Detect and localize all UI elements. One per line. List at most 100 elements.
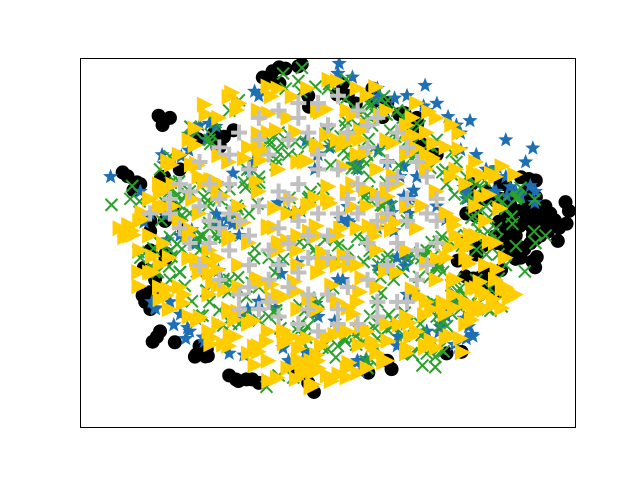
data-point-x xyxy=(415,358,430,373)
data-point-triangle xyxy=(481,233,498,250)
data-point-circle xyxy=(149,329,164,344)
data-point-plus xyxy=(389,235,406,251)
data-point-x xyxy=(125,179,139,193)
data-point-plus xyxy=(310,95,327,112)
data-point-plus xyxy=(201,212,218,229)
data-point-x xyxy=(511,190,526,204)
data-point-triangle xyxy=(171,146,188,163)
data-point-x xyxy=(295,61,309,75)
data-point-plus xyxy=(161,205,178,222)
data-point-star xyxy=(518,154,534,169)
data-point-triangle xyxy=(288,370,305,387)
data-point-plus xyxy=(240,257,257,274)
data-point-triangle xyxy=(359,198,376,215)
data-point-triangle xyxy=(142,190,159,207)
data-point-star xyxy=(178,330,194,346)
data-point-star xyxy=(396,158,412,173)
data-point-circle xyxy=(550,233,565,248)
data-point-triangle xyxy=(369,279,386,296)
data-point-triangle xyxy=(451,140,468,157)
data-point-star xyxy=(358,350,374,366)
data-point-plus xyxy=(379,176,396,193)
data-point-triangle xyxy=(275,322,292,339)
data-point-triangle xyxy=(492,200,509,217)
data-point-plus xyxy=(300,249,317,266)
data-point-x xyxy=(509,239,523,253)
data-point-star xyxy=(465,328,481,343)
data-point-triangle xyxy=(203,336,220,353)
data-point-star xyxy=(247,83,263,98)
data-point-triangle xyxy=(176,286,193,303)
data-point-plus xyxy=(191,198,208,215)
data-point-plus xyxy=(270,257,287,274)
data-point-plus xyxy=(300,124,317,141)
data-point-triangle xyxy=(211,147,228,164)
data-point-plus xyxy=(389,124,406,141)
data-point-plus xyxy=(280,131,297,148)
data-point-plus xyxy=(211,271,228,288)
data-point-circle xyxy=(559,216,574,231)
data-point-triangle xyxy=(335,136,352,153)
data-point-triangle xyxy=(379,315,396,332)
data-point-triangle xyxy=(318,101,335,118)
data-point-plus xyxy=(369,293,386,310)
data-point-star xyxy=(103,168,119,184)
data-point-triangle xyxy=(253,152,270,169)
data-point-plus xyxy=(211,139,228,156)
data-point-triangle xyxy=(231,198,248,215)
data-point-triangle xyxy=(404,109,421,126)
data-point-triangle xyxy=(308,136,325,153)
data-point-triangle xyxy=(399,242,416,259)
data-point-triangle xyxy=(227,328,244,345)
data-point-plus xyxy=(310,161,327,178)
data-point-plus xyxy=(191,257,208,274)
data-point-triangle xyxy=(418,124,435,141)
data-point-triangle xyxy=(280,205,297,222)
data-point-x xyxy=(377,89,391,104)
data-point-plus xyxy=(329,87,346,104)
data-point-triangle xyxy=(221,231,238,248)
data-point-star xyxy=(245,153,261,169)
data-point-triangle xyxy=(268,122,285,139)
data-point-triangle xyxy=(125,226,142,243)
data-point-plus xyxy=(339,124,356,141)
data-point-star xyxy=(389,338,405,353)
data-point-triangle xyxy=(481,186,498,203)
data-point-plus xyxy=(349,205,366,222)
axes-frame xyxy=(80,58,576,428)
data-point-x xyxy=(479,199,493,213)
data-point-triangle xyxy=(260,78,277,95)
data-point-plus xyxy=(359,139,376,156)
data-point-star xyxy=(348,354,364,370)
data-point-plus xyxy=(359,117,376,134)
data-point-triangle xyxy=(458,176,475,193)
data-point-star xyxy=(527,183,544,198)
data-point-triangle xyxy=(157,198,174,215)
data-point-plus xyxy=(408,242,425,259)
data-point-star xyxy=(268,299,284,315)
data-point-plus xyxy=(270,220,287,237)
data-point-triangle xyxy=(494,281,511,298)
data-point-triangle xyxy=(211,109,228,126)
data-point-triangle xyxy=(428,340,445,357)
data-point-triangle xyxy=(389,264,406,281)
data-point-triangle xyxy=(322,195,339,212)
data-point-plus xyxy=(329,315,346,332)
data-point-x xyxy=(504,209,519,224)
data-point-triangle xyxy=(284,88,301,105)
data-point-triangle xyxy=(296,153,313,170)
data-point-triangle xyxy=(474,167,491,184)
data-point-plus xyxy=(379,154,396,171)
data-point-star xyxy=(387,90,403,105)
data-point-triangle xyxy=(276,288,293,305)
data-point-plus xyxy=(280,190,297,207)
data-point-x xyxy=(276,66,290,81)
data-point-triangle xyxy=(349,220,366,237)
data-point-star xyxy=(251,87,267,103)
data-point-x xyxy=(390,103,404,118)
data-point-plus xyxy=(260,293,277,310)
data-point-triangle xyxy=(409,140,426,157)
data-point-triangle xyxy=(192,309,209,326)
data-point-triangle xyxy=(483,165,500,182)
